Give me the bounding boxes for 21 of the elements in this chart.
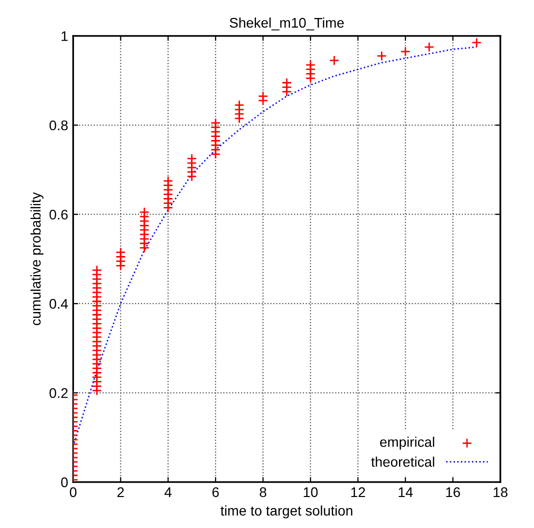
x-tick-label: 14 xyxy=(398,487,413,497)
y-tick-label: 0.8 xyxy=(50,120,68,130)
x-tick-label: 0 xyxy=(70,487,76,498)
x-tick-label: 16 xyxy=(446,487,460,498)
x-axis-title: time to target solution xyxy=(220,505,352,518)
y-tick-label: 1 xyxy=(62,31,68,41)
x-tick-label: 12 xyxy=(351,487,365,497)
x-tick-label: 4 xyxy=(164,487,172,497)
y-tick-label: 0 xyxy=(61,477,68,488)
chart-title: Shekel_m10_Time xyxy=(230,18,344,30)
y-tick-label: 0.2 xyxy=(50,388,68,398)
y-tick-label: 0.6 xyxy=(50,210,68,220)
y-axis-title: cumulative probability xyxy=(30,192,44,326)
x-tick-label: 2 xyxy=(117,487,124,497)
x-tick-label: 8 xyxy=(260,487,266,498)
x-tick-label: 10 xyxy=(304,487,318,498)
x-tick-label: 6 xyxy=(212,487,219,498)
y-tick-label: 0.4 xyxy=(50,298,68,309)
x-tick-label: 18 xyxy=(494,487,508,498)
legend-label: empirical xyxy=(380,436,434,450)
legend-label: theoretical xyxy=(371,456,434,467)
